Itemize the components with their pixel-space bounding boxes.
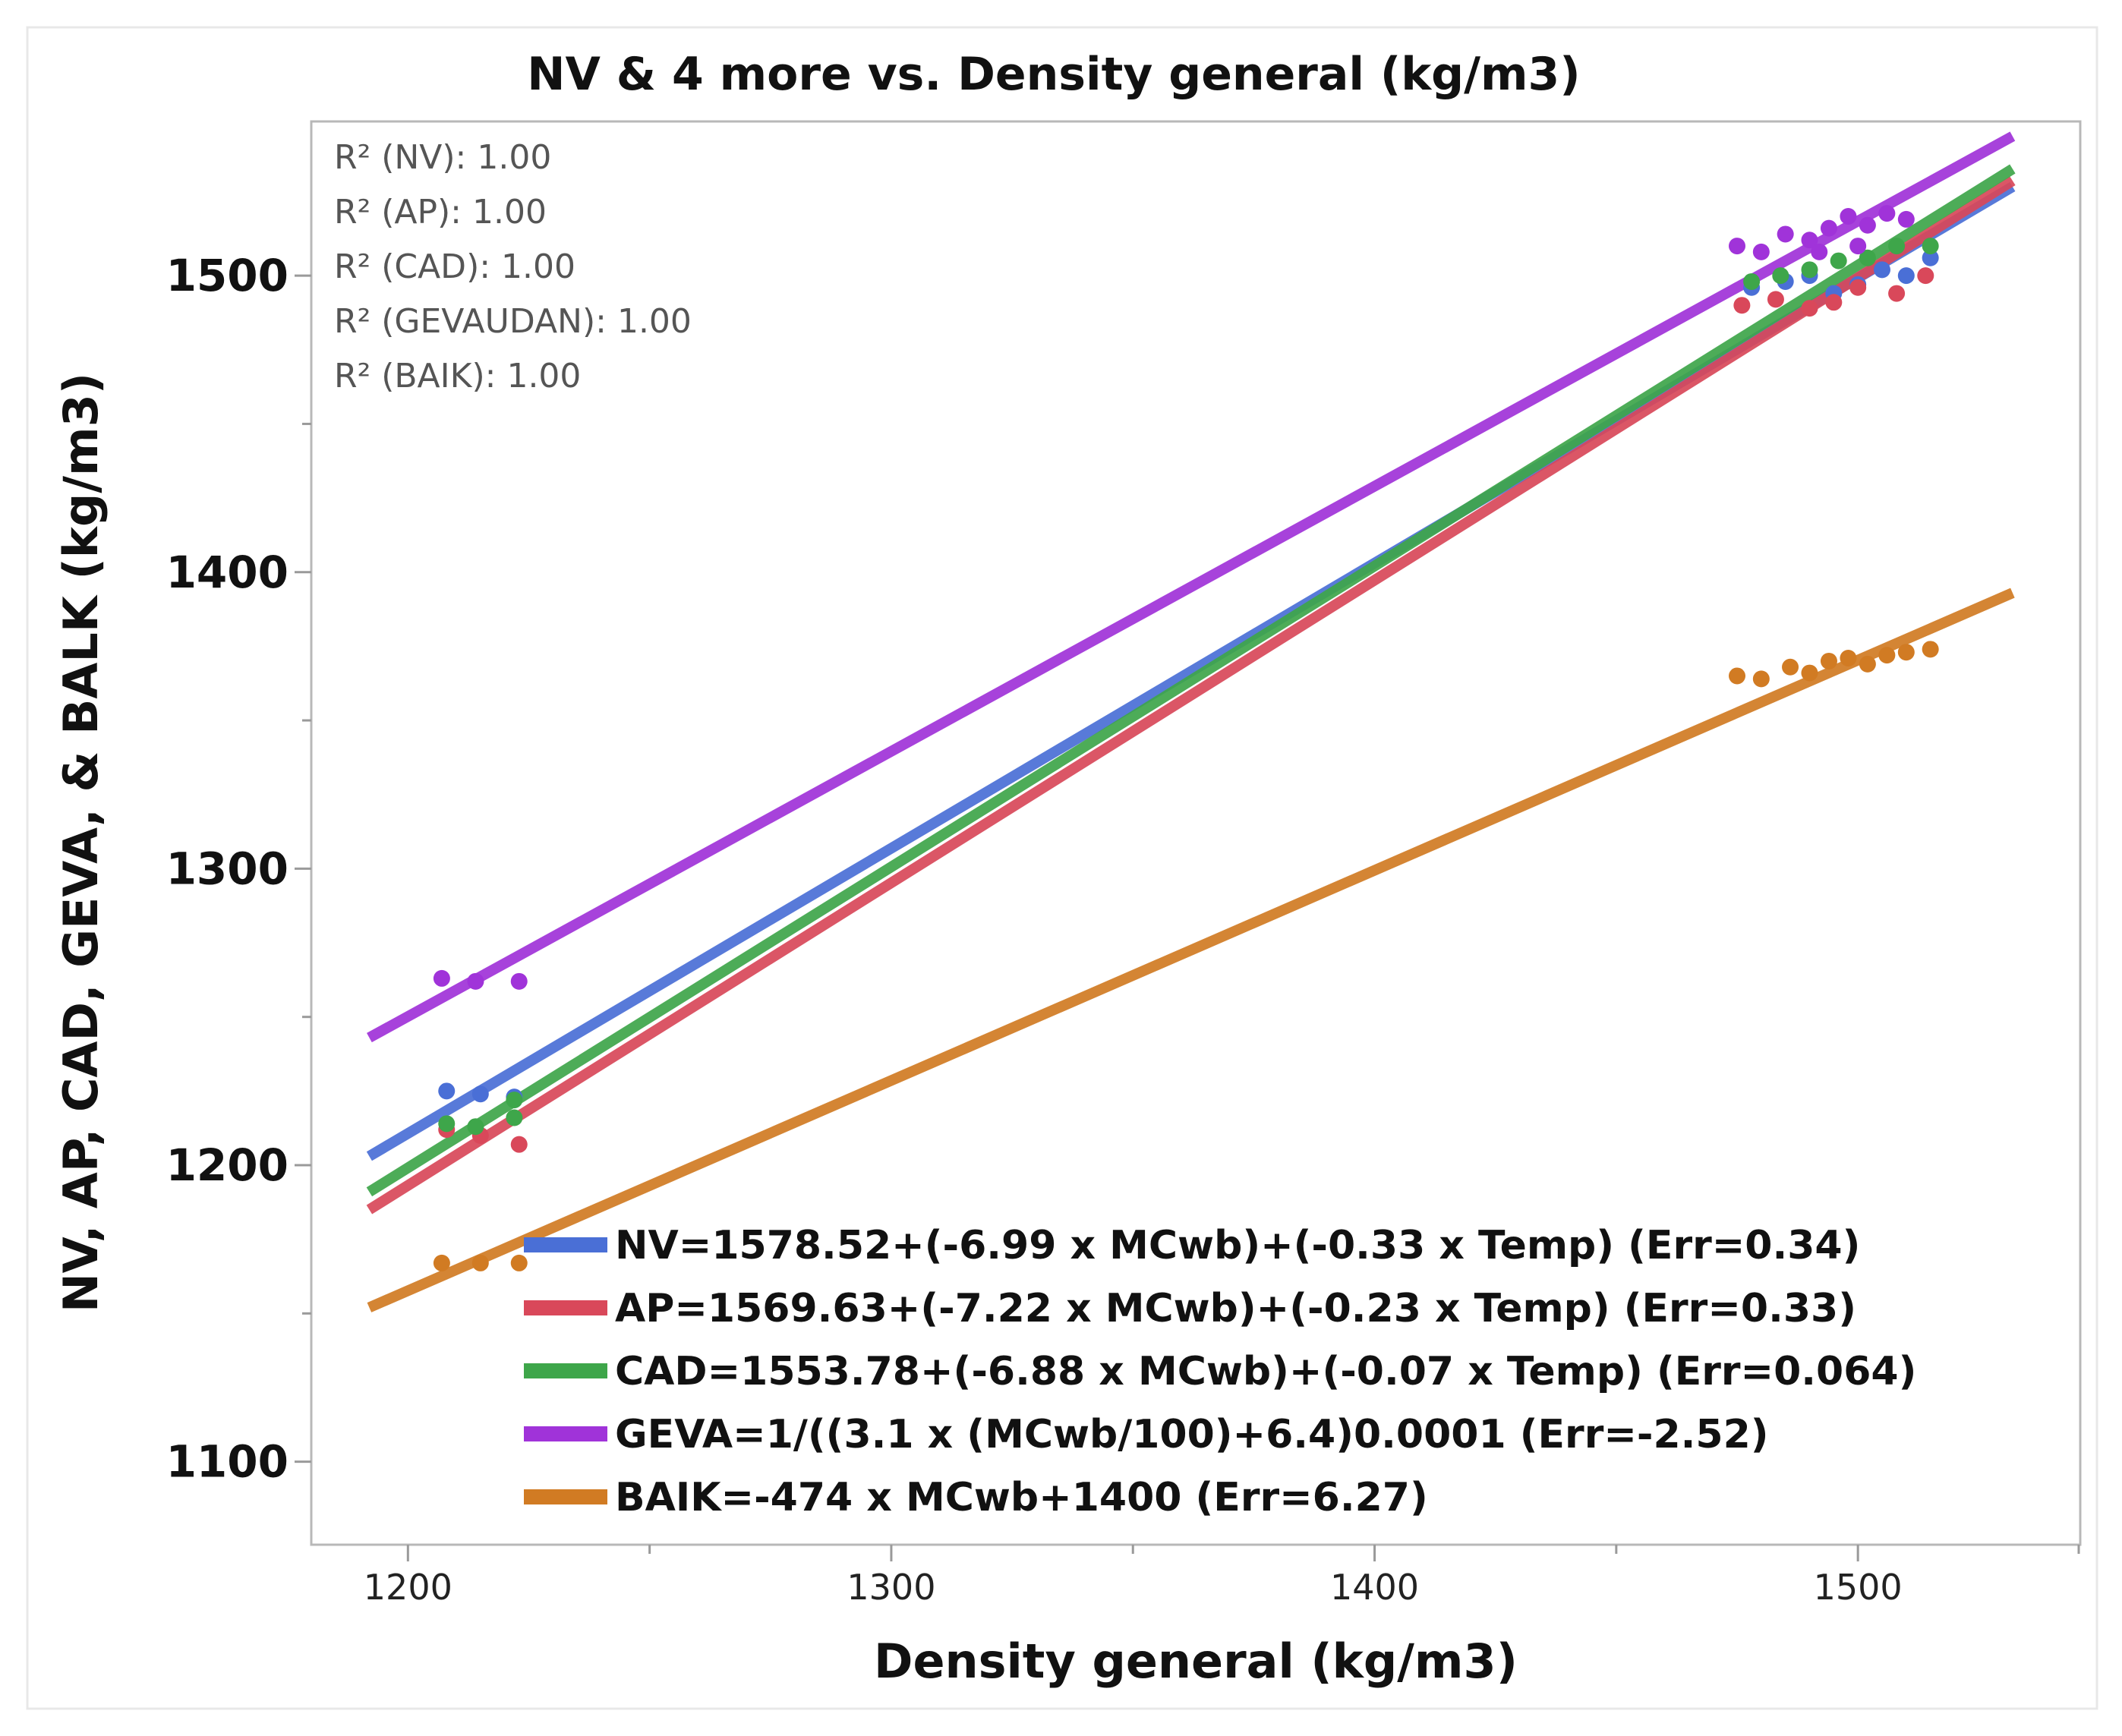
point-baik-12 xyxy=(1922,641,1939,658)
point-cad-0 xyxy=(438,1115,456,1133)
point-baik-4 xyxy=(1752,670,1770,688)
point-geva-2 xyxy=(510,972,528,990)
r2-label-1: R² (AP): 1.00 xyxy=(334,193,547,232)
point-ap-7 xyxy=(1849,279,1867,296)
point-ap-4 xyxy=(1767,291,1784,308)
y-axis: 1100 1200 1300 1400 1500 xyxy=(166,250,311,1488)
x-tick-label-1200: 1200 xyxy=(364,1567,452,1608)
point-geva-7 xyxy=(1820,219,1837,237)
x-tick-label-1400: 1400 xyxy=(1330,1567,1419,1608)
point-ap-9 xyxy=(1917,267,1934,285)
y-tick-label-1300: 1300 xyxy=(166,843,289,894)
legend-swatch-baik xyxy=(524,1489,607,1504)
legend: NV=1578.52+(-6.99 x MCwb)+(-0.33 x Temp)… xyxy=(524,1223,1916,1520)
point-baik-5 xyxy=(1782,658,1799,676)
data-points xyxy=(433,205,1939,1271)
point-baik-9 xyxy=(1859,655,1876,673)
legend-label-cad: CAD=1553.78+(-6.88 x MCwb)+(-0.07 x Temp… xyxy=(615,1349,1916,1394)
point-baik-1 xyxy=(471,1254,489,1271)
point-geva-11 xyxy=(1897,210,1915,228)
point-nv-9 xyxy=(1897,267,1915,285)
point-baik-0 xyxy=(433,1254,450,1271)
legend-swatch-nv xyxy=(524,1237,607,1252)
r2-label-4: R² (BAIK): 1.00 xyxy=(334,357,581,395)
point-cad-4 xyxy=(1743,273,1761,290)
point-cad-10 xyxy=(1922,238,1939,255)
legend-label-nv: NV=1578.52+(-6.99 x MCwb)+(-0.33 x Temp)… xyxy=(615,1223,1860,1268)
point-geva-1 xyxy=(467,972,484,990)
point-geva-5 xyxy=(1777,225,1794,243)
point-geva-3 xyxy=(1729,238,1746,255)
point-geva-4 xyxy=(1752,243,1770,260)
legend-label-geva: GEVA=1/((3.1 x (MCwb/100)+6.4)0.0001 (Er… xyxy=(615,1412,1769,1457)
point-nv-10 xyxy=(1922,249,1939,266)
fit-line-baik xyxy=(367,588,2015,1312)
point-baik-11 xyxy=(1897,644,1915,661)
y-tick-label-1500: 1500 xyxy=(166,250,289,301)
point-geva-6 xyxy=(1801,232,1818,249)
legend-label-ap: AP=1569.63+(-7.22 x MCwb)+(-0.23 x Temp)… xyxy=(615,1286,1856,1331)
fit-line-cad xyxy=(366,164,2016,1197)
r2-label-3: R² (GEVAUDAN): 1.00 xyxy=(334,302,692,341)
x-axis: 1200 1300 1400 1500 xyxy=(364,1545,2080,1608)
legend-swatch-cad xyxy=(524,1363,607,1378)
fit-line-geva xyxy=(367,131,2016,1043)
point-cad-3 xyxy=(506,1092,523,1109)
point-ap-2 xyxy=(510,1136,528,1153)
point-nv-1 xyxy=(471,1085,489,1103)
point-baik-10 xyxy=(1878,647,1896,664)
point-nv-8 xyxy=(1873,261,1890,279)
point-baik-2 xyxy=(510,1254,528,1271)
y-tick-label-1200: 1200 xyxy=(166,1139,289,1191)
r2-label-2: R² (CAD): 1.00 xyxy=(334,247,575,286)
point-geva-8 xyxy=(1840,208,1857,225)
y-tick-label-1100: 1100 xyxy=(166,1436,289,1488)
point-ap-8 xyxy=(1888,285,1906,302)
point-baik-7 xyxy=(1820,652,1837,670)
point-baik-6 xyxy=(1801,664,1818,682)
point-cad-2 xyxy=(506,1109,523,1126)
r2-label-0: R² (NV): 1.00 xyxy=(334,138,551,177)
point-baik-3 xyxy=(1729,667,1746,685)
point-ap-3 xyxy=(1733,297,1751,314)
point-geva-10 xyxy=(1878,205,1896,222)
y-axis-label: NV, AP, CAD, GEVA, & BALK (kg/m3) xyxy=(53,373,109,1312)
point-cad-7 xyxy=(1830,252,1847,269)
point-cad-5 xyxy=(1772,267,1789,285)
fit-line-ap xyxy=(366,176,2016,1215)
point-geva-0 xyxy=(433,969,450,987)
chart-title: NV & 4 more vs. Density general (kg/m3) xyxy=(527,48,1580,101)
point-baik-8 xyxy=(1840,650,1857,667)
y-tick-label-1400: 1400 xyxy=(166,547,289,598)
point-cad-1 xyxy=(467,1118,484,1136)
point-nv-0 xyxy=(438,1082,456,1100)
point-cad-6 xyxy=(1801,261,1818,279)
point-geva-13 xyxy=(1849,238,1867,255)
legend-swatch-geva xyxy=(524,1426,607,1441)
point-cad-9 xyxy=(1888,238,1906,255)
fit-lines xyxy=(366,131,2016,1312)
x-tick-label-1300: 1300 xyxy=(847,1567,935,1608)
x-tick-label-1500: 1500 xyxy=(1814,1567,1903,1608)
point-ap-5 xyxy=(1801,300,1818,317)
legend-label-baik: BAIK=-474 x MCwb+1400 (Err=6.27) xyxy=(615,1475,1428,1520)
point-geva-12 xyxy=(1811,243,1828,260)
r-squared-annotations: R² (NV): 1.00 R² (AP): 1.00 R² (CAD): 1.00… xyxy=(334,138,692,395)
point-ap-6 xyxy=(1825,294,1843,311)
point-cad-8 xyxy=(1859,249,1876,266)
legend-swatch-ap xyxy=(524,1300,607,1315)
x-axis-label: Density general (kg/m3) xyxy=(874,1634,1518,1689)
point-geva-9 xyxy=(1859,216,1876,234)
